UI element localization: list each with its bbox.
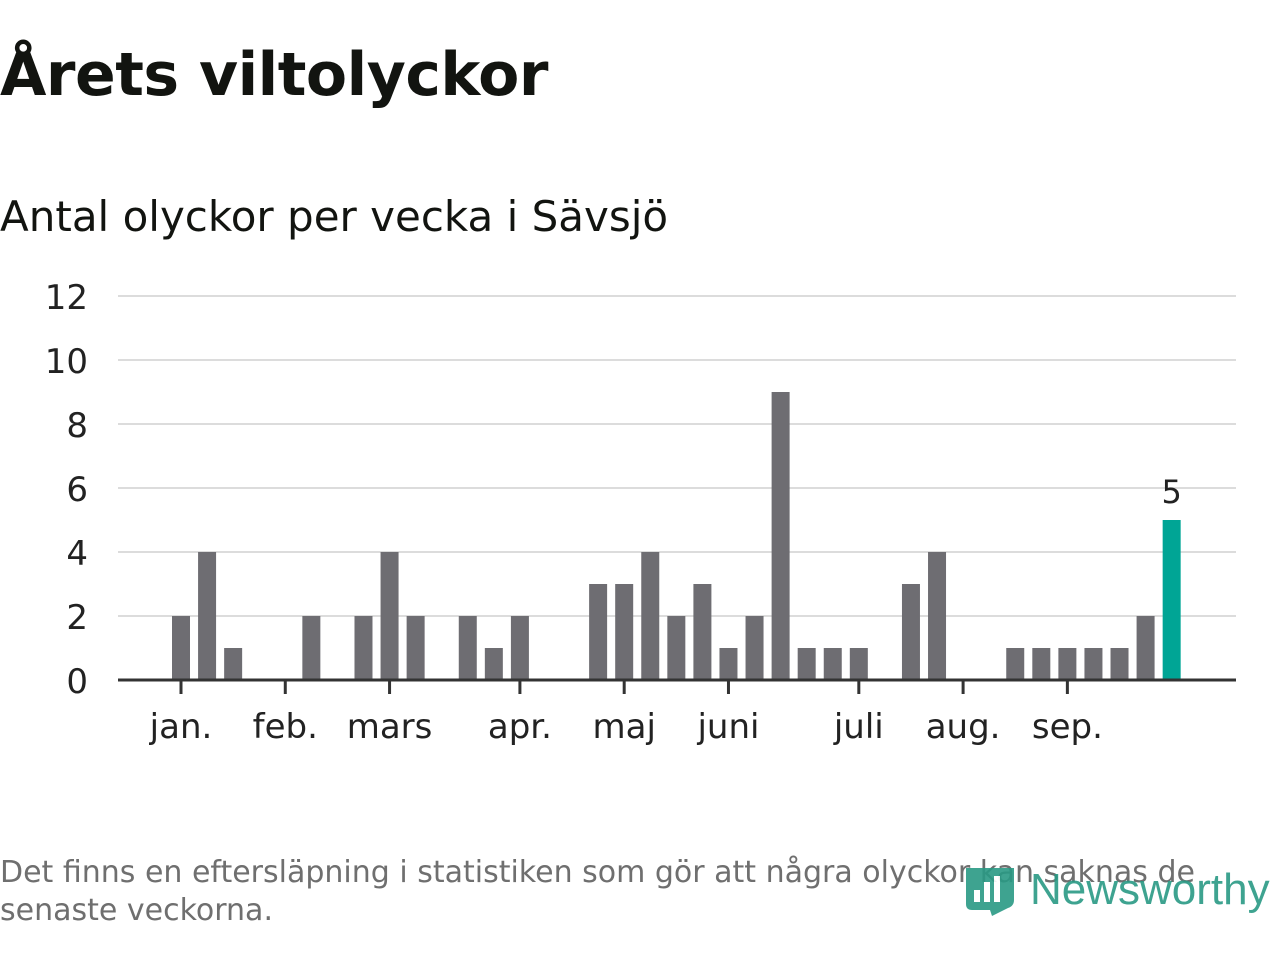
y-tick-label: 6 [66, 470, 88, 510]
x-tick-label: sep. [1032, 707, 1103, 747]
data-labels: 5 [1161, 473, 1181, 511]
y-tick-label: 2 [66, 598, 88, 638]
bar [1032, 648, 1051, 680]
y-tick-label: 0 [66, 662, 88, 702]
bar-highlight [1162, 520, 1181, 680]
bar [458, 616, 477, 680]
newsworthy-logo-icon [966, 868, 1014, 916]
bar [823, 648, 842, 680]
newsworthy-logo: Newsworthy [962, 860, 1270, 920]
bar [198, 552, 217, 680]
chart-subtitle: Antal olyckor per vecka i Sävsjö [0, 192, 669, 241]
x-tick-label: juni [696, 707, 759, 747]
bar [1084, 648, 1103, 680]
bar [1058, 648, 1077, 680]
bar [928, 552, 947, 680]
x-tick-label: apr. [488, 707, 552, 747]
bar [771, 392, 790, 680]
bar [224, 648, 243, 680]
bar [1006, 648, 1025, 680]
bar [354, 616, 373, 680]
x-tick-label: jan. [149, 707, 213, 747]
bar [1136, 616, 1155, 680]
bar [615, 584, 634, 680]
bar [719, 648, 738, 680]
x-tick-label: maj [592, 707, 655, 747]
bar [901, 584, 920, 680]
x-tick-label: feb. [253, 707, 318, 747]
x-axis-ticks: jan. feb. mars apr. maj juni juli aug. sep. [149, 680, 1103, 747]
y-tick-label: 4 [66, 534, 88, 574]
brand-name: Newsworthy [1030, 865, 1270, 914]
bar [380, 552, 399, 680]
bar [589, 584, 608, 680]
x-tick-label: juli [833, 707, 884, 747]
gridlines [118, 295, 1236, 617]
bar [745, 616, 764, 680]
y-tick-label: 10 [45, 342, 88, 382]
bar [406, 616, 425, 680]
y-axis-ticks: 0 2 4 6 8 10 12 [45, 278, 88, 702]
x-tick-label: mars [347, 707, 433, 747]
bar [641, 552, 660, 680]
bar [172, 616, 190, 680]
bars [172, 392, 1181, 680]
bar [510, 616, 529, 680]
bar-chart: 0 2 4 6 8 10 12 jan. feb. mars apr. maj juni juli aug… [45, 278, 1236, 747]
data-label: 5 [1161, 473, 1181, 511]
bar [667, 616, 686, 680]
bar [693, 584, 712, 680]
y-tick-label: 12 [45, 278, 88, 318]
chart-title: Årets viltolyckor [0, 40, 549, 110]
bar [484, 648, 503, 680]
bar [797, 648, 816, 680]
y-tick-label: 8 [66, 406, 88, 446]
x-tick-label: aug. [926, 707, 1001, 747]
bar [1110, 648, 1129, 680]
bar [849, 648, 868, 680]
bar [302, 616, 321, 680]
